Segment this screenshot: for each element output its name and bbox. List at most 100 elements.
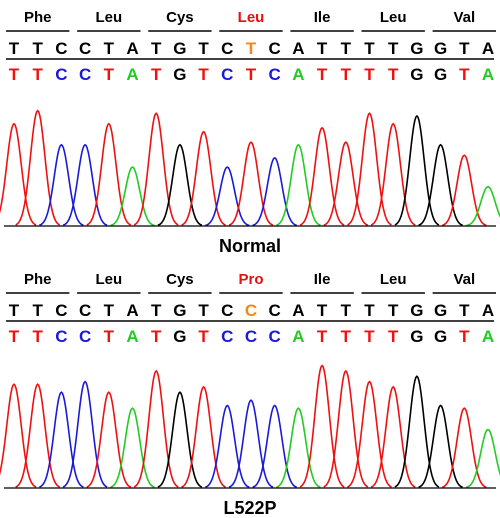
called-base: T	[364, 65, 375, 84]
called-base: T	[9, 327, 20, 346]
amino-acid-label: Val	[453, 9, 475, 26]
called-base: G	[410, 65, 423, 84]
reference-base: G	[434, 301, 447, 320]
trace-peak	[157, 391, 203, 488]
called-base: T	[317, 65, 328, 84]
reference-base: T	[317, 301, 328, 320]
called-base: A	[482, 327, 494, 346]
trace-peak	[86, 391, 132, 488]
called-base: T	[388, 327, 399, 346]
amino-acid-label: Cys	[166, 9, 194, 26]
reference-base: C	[269, 39, 281, 58]
called-base: T	[364, 327, 375, 346]
trace-peak	[370, 122, 416, 226]
amino-acid-label: Ile	[314, 9, 331, 26]
trace-peak	[418, 404, 463, 488]
panel-caption: L522P	[223, 498, 276, 518]
reference-base: C	[79, 301, 91, 320]
trace-peak	[299, 126, 345, 226]
reference-base: T	[388, 301, 399, 320]
trace-peak	[110, 407, 155, 489]
reference-base: T	[364, 39, 375, 58]
reference-base: T	[33, 301, 44, 320]
trace-peak	[394, 375, 440, 488]
called-base: T	[104, 327, 115, 346]
called-base: A	[126, 65, 138, 84]
amino-acid-label: Cys	[166, 271, 194, 288]
called-base: A	[292, 327, 304, 346]
trace-peak	[299, 364, 345, 488]
reference-base: C	[245, 301, 257, 320]
called-base: T	[459, 327, 470, 346]
trace-peak	[465, 428, 500, 489]
called-base: T	[341, 65, 352, 84]
reference-base: T	[9, 301, 20, 320]
trace-peak	[323, 141, 369, 226]
called-base: G	[173, 65, 186, 84]
trace-peak	[15, 383, 61, 488]
called-base: C	[221, 327, 233, 346]
called-base: T	[33, 65, 44, 84]
called-base: T	[9, 65, 20, 84]
trace-peak	[394, 114, 440, 226]
trace-peak	[347, 380, 392, 488]
called-base: T	[388, 65, 399, 84]
trace-peak	[418, 143, 463, 226]
trace-peak	[15, 109, 61, 226]
called-base: T	[341, 327, 352, 346]
reference-base: C	[55, 39, 67, 58]
reference-base: T	[341, 301, 352, 320]
trace-peak	[228, 141, 274, 226]
trace-peak	[39, 143, 84, 226]
amino-acid-label: Leu	[238, 9, 265, 26]
amino-acid-label: Pro	[238, 271, 263, 288]
called-base: G	[410, 327, 423, 346]
trace-peak	[442, 154, 487, 227]
amino-acid-label: Leu	[380, 271, 407, 288]
reference-base: T	[151, 39, 162, 58]
trace-peak	[228, 399, 274, 488]
trace-peak	[86, 122, 132, 226]
called-base: C	[79, 65, 91, 84]
reference-base: T	[246, 39, 257, 58]
called-base: A	[482, 65, 494, 84]
trace-peak	[0, 383, 37, 488]
trace-peak	[133, 112, 179, 226]
reference-base: T	[317, 39, 328, 58]
reference-base: T	[198, 39, 209, 58]
called-base: T	[104, 65, 115, 84]
called-base: C	[79, 327, 91, 346]
amino-acid-label: Ile	[314, 271, 331, 288]
reference-base: T	[104, 301, 115, 320]
called-base: T	[151, 327, 162, 346]
trace-peak	[62, 143, 108, 226]
trace-peak	[110, 166, 155, 227]
trace-peak	[252, 156, 297, 227]
trace-peak	[205, 404, 250, 488]
called-base: C	[245, 327, 257, 346]
reference-base: T	[364, 301, 375, 320]
trace-peak	[205, 166, 250, 227]
reference-base: T	[104, 39, 115, 58]
trace-peak	[181, 385, 226, 488]
panel-caption: Normal	[219, 236, 281, 256]
amino-acid-label: Leu	[95, 271, 122, 288]
reference-base: A	[482, 301, 494, 320]
reference-base: T	[198, 301, 209, 320]
trace-peak	[370, 385, 416, 488]
trace-peak	[157, 143, 203, 226]
called-base: A	[126, 327, 138, 346]
trace-peak	[347, 112, 392, 226]
reference-base: T	[459, 301, 470, 320]
called-base: G	[173, 327, 186, 346]
called-base: T	[198, 327, 209, 346]
trace-peak	[181, 130, 226, 226]
reference-base: G	[173, 39, 186, 58]
trace-peak	[252, 404, 297, 488]
reference-base: C	[269, 301, 281, 320]
reference-base: T	[341, 39, 352, 58]
reference-base: T	[388, 39, 399, 58]
amino-acid-label: Leu	[95, 9, 122, 26]
called-base: T	[33, 327, 44, 346]
